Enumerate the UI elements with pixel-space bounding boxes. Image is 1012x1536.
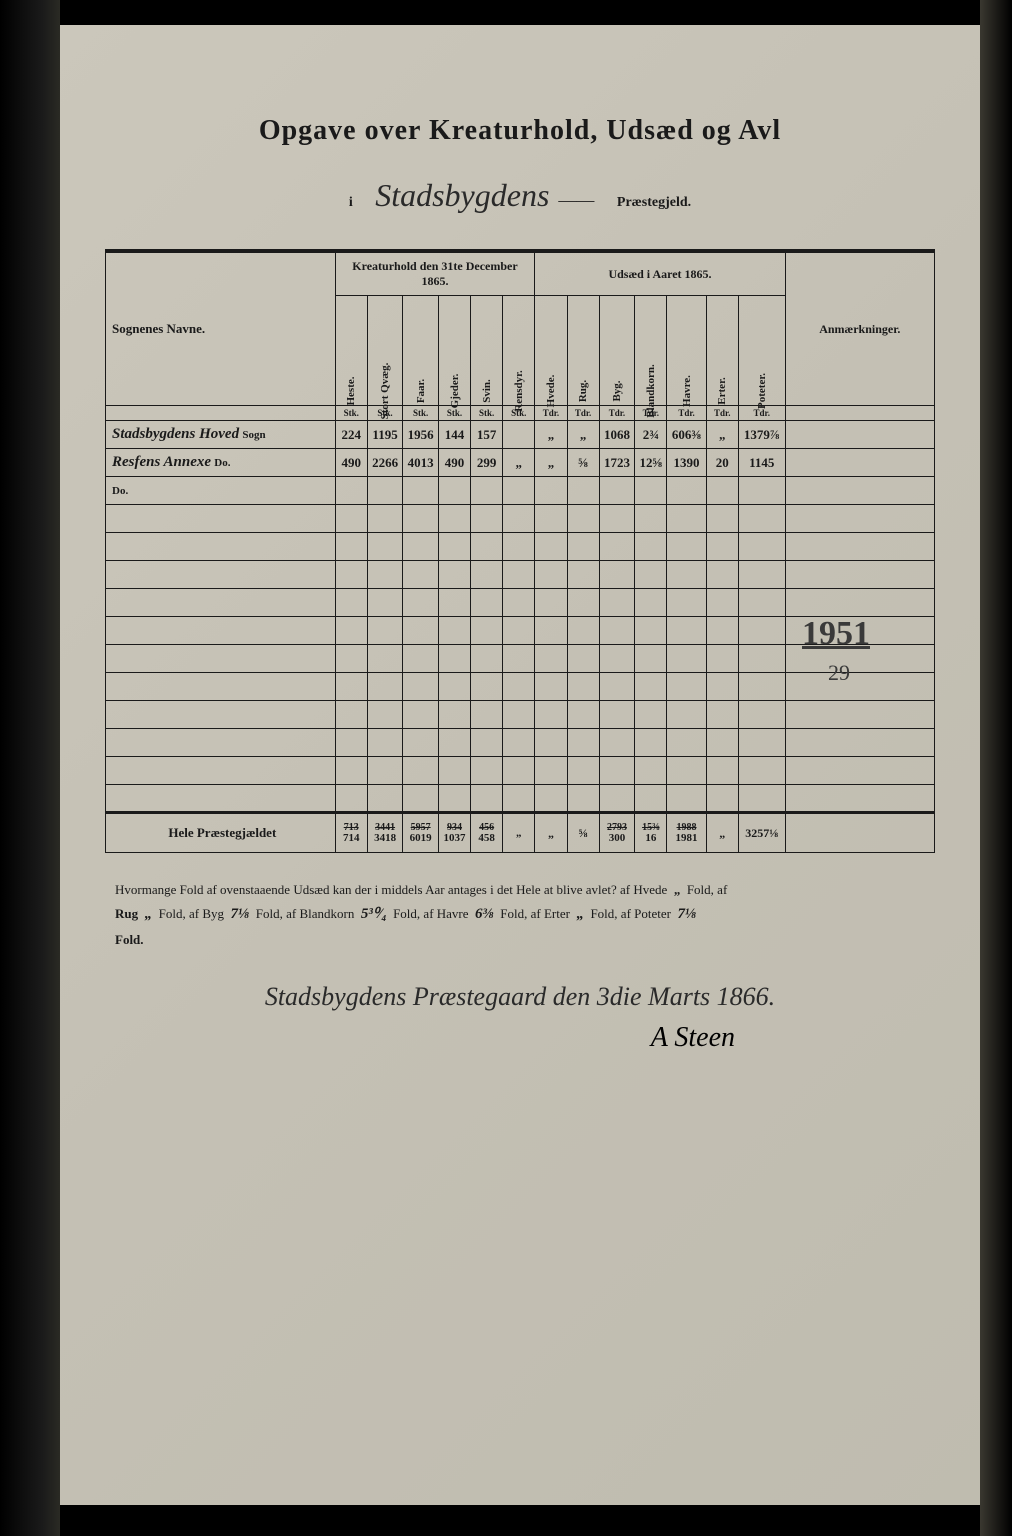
col-hvede: Hvede. xyxy=(535,296,567,406)
table-row xyxy=(106,729,935,757)
signature-line: Stadsbygdens Præstegaard den 3die Marts … xyxy=(105,982,935,1012)
col-erter: Erter. xyxy=(706,296,738,406)
col-sogn: Sognenes Navne. xyxy=(106,253,336,406)
table-row xyxy=(106,701,935,729)
col-rug: Rug. xyxy=(567,296,599,406)
table-row: Resfens Annexe Do.49022664013490299„„⅝17… xyxy=(106,449,935,477)
col-heste: Heste. xyxy=(335,296,367,406)
table-row xyxy=(106,561,935,589)
parish-row: i Stadsbygdens —— Præstegjeld. xyxy=(105,177,935,214)
table-row xyxy=(106,673,935,701)
table-row xyxy=(106,785,935,813)
col-rensdyr: Rensdyr. xyxy=(503,296,535,406)
table-row xyxy=(106,505,935,533)
col-byg: Byg. xyxy=(599,296,635,406)
col-faar: Faar. xyxy=(403,296,439,406)
table-row: Stadsbygdens Hoved Sogn22411951956144157… xyxy=(106,421,935,449)
footer-text: Hvormange Fold af ovenstaaende Udsæd kan… xyxy=(105,878,935,952)
col-gjeder: Gjeder. xyxy=(438,296,470,406)
parish-name: Stadsbygdens xyxy=(375,177,549,213)
page-title: Opgave over Kreaturhold, Udsæd og Avl xyxy=(105,115,935,147)
main-table: Sognenes Navne. Kreaturhold den 31te Dec… xyxy=(105,249,935,853)
col-kreatur: Kreaturhold den 31te December 1865. xyxy=(335,253,535,296)
table-row xyxy=(106,757,935,785)
col-blandkorn: Blandkorn. xyxy=(635,296,667,406)
col-poteter: Poteter. xyxy=(738,296,785,406)
document-page: Opgave over Kreaturhold, Udsæd og Avl i … xyxy=(60,25,980,1505)
binding-right xyxy=(980,0,1012,1536)
table-row xyxy=(106,589,935,617)
prefix-i: i xyxy=(349,195,353,210)
col-svin: Svin. xyxy=(471,296,503,406)
suffix: Præstegjeld. xyxy=(617,195,691,210)
table-row xyxy=(106,533,935,561)
col-havre: Havre. xyxy=(667,296,706,406)
table-row: Do. xyxy=(106,477,935,505)
signature-name: A Steen xyxy=(105,1022,935,1054)
total-row: Hele Præstegjældet7137143441341859576019… xyxy=(106,813,935,853)
col-udsaed: Udsæd i Aaret 1865. xyxy=(535,253,785,296)
col-anm: Anmærkninger. xyxy=(785,253,934,406)
annotation-29: 29 xyxy=(828,660,850,686)
annotation-1951: 1951 xyxy=(802,615,870,653)
binding-left xyxy=(0,0,60,1536)
col-qvaeg: Stort Qvæg. xyxy=(367,296,403,406)
